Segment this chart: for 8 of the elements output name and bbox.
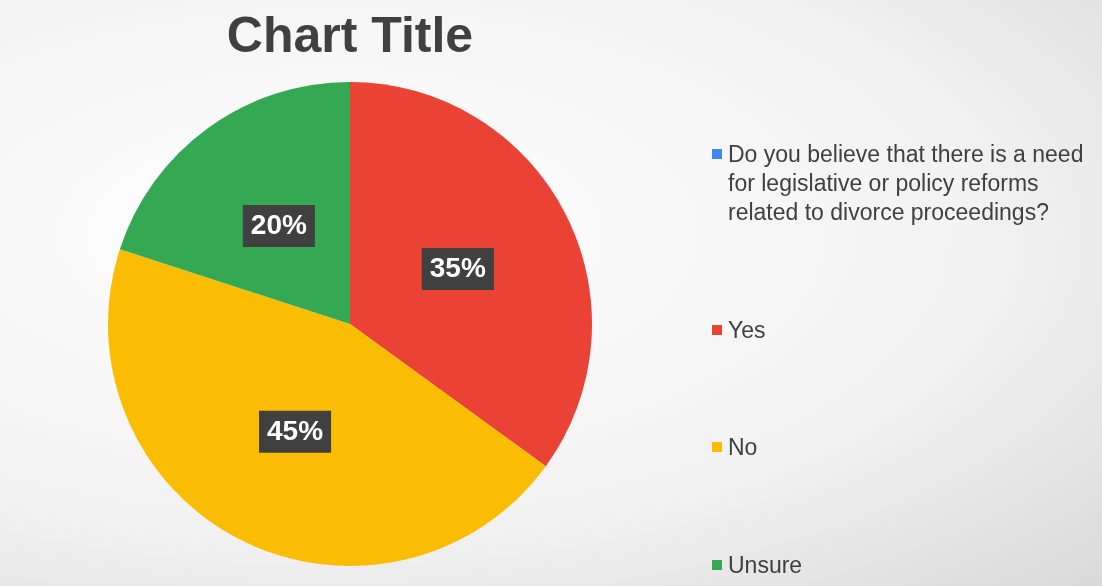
legend-label: No xyxy=(728,433,758,463)
data-label: 20% xyxy=(250,208,307,240)
data-label: 35% xyxy=(429,251,486,283)
legend-label: Yes xyxy=(728,315,766,345)
data-label: 45% xyxy=(267,414,324,446)
legend-label: Unsure xyxy=(728,550,803,580)
legend-label: Do you believe that there is a need for legislative or policy reforms related to divorce proceedings? xyxy=(728,140,1085,227)
chart-title: Chart Title xyxy=(226,6,474,63)
